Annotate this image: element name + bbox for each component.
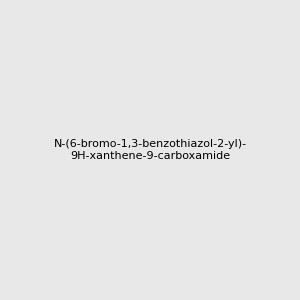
Text: N-(6-bromo-1,3-benzothiazol-2-yl)-
9H-xanthene-9-carboxamide: N-(6-bromo-1,3-benzothiazol-2-yl)- 9H-xa… [53,139,247,161]
